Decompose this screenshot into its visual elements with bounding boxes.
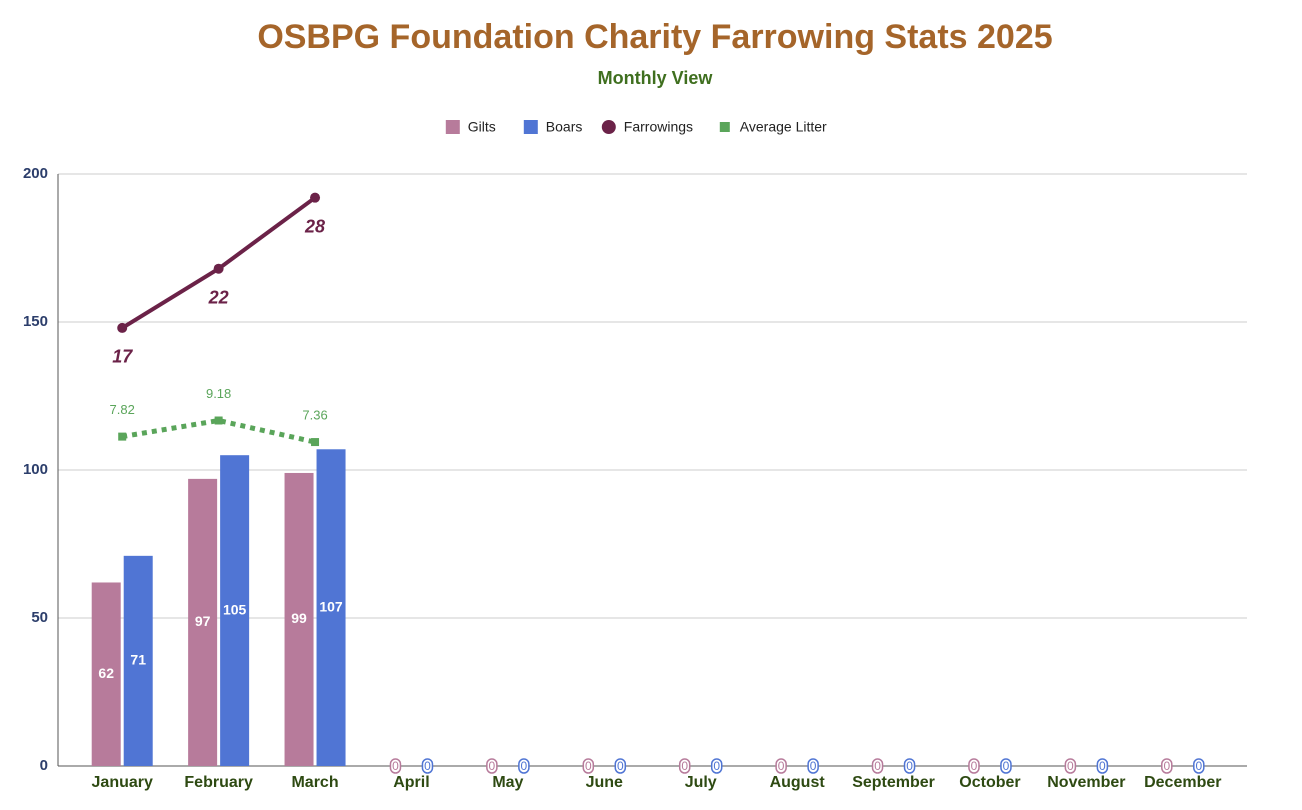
bar-value-label: 0 — [585, 759, 592, 773]
bar-value-badge — [710, 758, 723, 774]
bar-value-label: 0 — [810, 759, 817, 773]
bar-value-label: 99 — [291, 610, 307, 626]
line-series — [121, 196, 317, 330]
y-tick-label: 200 — [23, 165, 48, 182]
point-value-label: 22 — [208, 287, 229, 307]
y-tick-label: 50 — [31, 609, 48, 626]
point — [118, 432, 127, 441]
legend-label: Farrowings — [624, 119, 693, 135]
legend-marker — [445, 120, 460, 134]
bar-value-label: 0 — [617, 759, 624, 773]
bar — [188, 478, 218, 766]
point — [213, 263, 224, 274]
x-tick-label: September — [852, 774, 935, 791]
point — [310, 192, 321, 203]
legend-label: Average Litter — [740, 119, 827, 135]
bar — [284, 472, 314, 766]
x-tick-label: August — [770, 774, 826, 791]
bar-value-badge — [807, 758, 819, 774]
bar-value-badge — [389, 758, 402, 774]
x-tick-label: February — [184, 774, 253, 791]
x-tick-label: March — [291, 774, 338, 791]
x-tick-label: April — [393, 774, 429, 791]
bar-value-badge — [518, 758, 530, 774]
bar-value-label: 0 — [778, 759, 785, 773]
y-tick-label: 150 — [23, 313, 48, 330]
line-series — [121, 417, 316, 445]
x-tick-label: October — [959, 774, 1020, 791]
point — [311, 438, 320, 447]
y-tick-label: 100 — [23, 461, 48, 478]
bar-value-badge — [1193, 758, 1205, 774]
bar-value-label: 0 — [713, 759, 720, 773]
bar-value-label: 0 — [906, 759, 913, 773]
bar-value-label: 97 — [195, 613, 211, 629]
legend-label: Boars — [546, 119, 583, 135]
legend-marker — [523, 120, 538, 134]
point-value-label: 17 — [112, 347, 133, 367]
bar-value-label: 0 — [1099, 759, 1106, 773]
bar-value-badge — [1064, 758, 1077, 774]
bar-value-badge — [1096, 758, 1109, 774]
x-tick-label: July — [685, 774, 717, 791]
bar-value-badge — [486, 758, 498, 774]
x-tick-label: November — [1047, 774, 1125, 791]
bar — [220, 455, 250, 766]
x-tick-label: June — [586, 774, 623, 791]
x-tick-label: December — [1144, 774, 1221, 791]
bar-value-label: 0 — [489, 759, 496, 773]
x-tick-label: May — [492, 774, 523, 791]
bar-value-label: 105 — [223, 601, 247, 617]
bar-value-label: 0 — [424, 759, 431, 773]
legend-marker — [601, 120, 616, 134]
bar-value-badge — [678, 758, 691, 774]
bar-value-label: 0 — [971, 759, 978, 773]
point-value-label: 7.82 — [110, 402, 135, 417]
point-value-label: 9.18 — [206, 386, 231, 401]
chart-subtitle: Monthly View — [598, 68, 714, 88]
bar-value-label: 0 — [521, 759, 528, 773]
bar — [91, 582, 121, 766]
bar-value-badge — [775, 758, 787, 774]
bar-value-badge — [582, 758, 595, 774]
point-value-label: 7.36 — [302, 407, 327, 422]
y-tick-label: 0 — [40, 757, 48, 774]
bar-value-badge — [968, 758, 980, 774]
bar-value-label: 0 — [1003, 759, 1010, 773]
point — [214, 416, 223, 425]
bar-value-label: 0 — [1163, 759, 1170, 773]
bar-value-label: 107 — [319, 598, 343, 614]
bar-value-badge — [1000, 758, 1012, 774]
bar-value-badge — [903, 758, 916, 774]
bar-value-label: 0 — [681, 759, 688, 773]
bar-value-label: 62 — [98, 665, 114, 681]
bar-value-label: 0 — [874, 759, 881, 773]
bar — [316, 449, 346, 766]
point-value-label: 28 — [304, 216, 325, 236]
bar-value-label: 0 — [392, 759, 399, 773]
legend-marker — [719, 122, 730, 132]
bar-value-badge — [614, 758, 627, 774]
bar-value-label: 0 — [1195, 759, 1202, 773]
bar-value-label: 0 — [1067, 759, 1074, 773]
bar — [123, 555, 153, 766]
bar-value-badge — [421, 758, 434, 774]
x-tick-label: January — [92, 774, 153, 791]
bar-value-badge — [871, 758, 884, 774]
chart-title: OSBPG Foundation Charity Farrowing Stats… — [257, 18, 1052, 56]
point — [117, 322, 128, 333]
bar-value-label: 71 — [130, 652, 146, 668]
legend-label: Gilts — [468, 119, 496, 135]
bar-value-badge — [1161, 758, 1173, 774]
